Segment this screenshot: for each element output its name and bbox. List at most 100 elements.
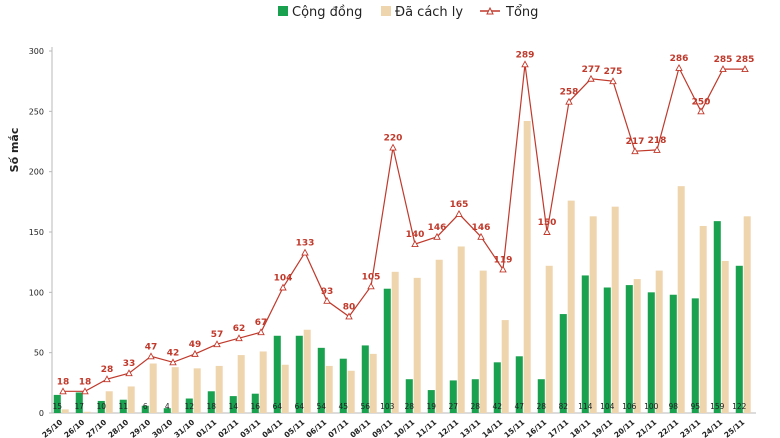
y-tick-label: 50 xyxy=(34,349,44,358)
bar-da-cach-ly xyxy=(127,386,135,413)
label-tong: 289 xyxy=(516,50,535,60)
label-tong: 165 xyxy=(450,200,469,210)
point-tong xyxy=(609,77,617,85)
bar-label-cong-dong: 64 xyxy=(295,402,305,411)
bar-label-cong-dong: 17 xyxy=(75,402,85,411)
point-tong xyxy=(191,349,199,357)
bar-da-cach-ly xyxy=(193,368,201,413)
point-tong xyxy=(367,282,375,290)
bar-cong-dong xyxy=(119,399,127,413)
bar-cong-dong xyxy=(75,392,83,413)
bar-label-cong-dong: 28 xyxy=(405,402,415,411)
bar-cong-dong xyxy=(669,294,677,413)
x-tick-label: 14/11 xyxy=(480,418,504,438)
point-tong xyxy=(719,65,727,73)
bar-label-cong-dong: 19 xyxy=(427,402,437,411)
point-tong xyxy=(433,232,441,240)
legend: Cộng đồng Đã cách ly Tổng xyxy=(278,5,538,20)
point-tong xyxy=(697,107,705,115)
point-tong xyxy=(499,265,507,273)
point-tong xyxy=(323,296,331,304)
label-tong: 42 xyxy=(167,348,180,358)
x-tick-label: 19/11 xyxy=(590,418,614,438)
x-tick-label: 05/11 xyxy=(282,418,306,438)
point-tong xyxy=(147,352,155,360)
line-tong xyxy=(63,64,745,392)
bar-da-cach-ly xyxy=(171,367,179,413)
x-tick-label: 23/11 xyxy=(678,418,702,438)
bar-da-cach-ly xyxy=(325,365,333,413)
bar-da-cach-ly xyxy=(149,363,157,413)
bar-cong-dong xyxy=(185,398,193,413)
point-tong xyxy=(103,375,111,383)
label-tong: 150 xyxy=(538,218,557,228)
label-tong: 218 xyxy=(648,136,667,146)
bar-da-cach-ly xyxy=(589,216,597,413)
x-tick-label: 22/11 xyxy=(656,418,680,438)
point-tong xyxy=(59,387,67,395)
x-tick-label: 25/10 xyxy=(40,418,64,438)
bar-da-cach-ly xyxy=(61,409,69,413)
x-tick-label: 11/11 xyxy=(414,418,438,438)
label-tong: 146 xyxy=(428,223,447,233)
x-tick-label: 26/10 xyxy=(62,418,86,438)
bar-da-cach-ly xyxy=(237,355,245,413)
x-tick-label: 15/11 xyxy=(502,418,526,438)
bar-da-cach-ly xyxy=(413,277,421,413)
bar-label-cong-dong: 27 xyxy=(449,402,459,411)
bar-cong-dong xyxy=(273,335,281,413)
legend-swatch-cong-dong xyxy=(278,6,288,16)
bar-da-cach-ly xyxy=(347,370,355,413)
bar-da-cach-ly xyxy=(677,186,685,413)
bar-label-cong-dong: 64 xyxy=(273,402,283,411)
x-tick-label: 12/11 xyxy=(436,418,460,438)
bar-label-cong-dong: 12 xyxy=(185,402,195,411)
label-tong: 33 xyxy=(123,359,136,369)
label-tong: 119 xyxy=(494,255,513,265)
bar-da-cach-ly xyxy=(479,270,487,413)
y-tick-label: 100 xyxy=(29,288,44,297)
bar-da-cach-ly xyxy=(611,206,619,413)
bar-cong-dong xyxy=(383,288,391,413)
label-tong: 47 xyxy=(145,342,158,352)
bar-da-cach-ly xyxy=(633,279,641,413)
label-tong: 217 xyxy=(626,137,645,147)
bar-da-cach-ly xyxy=(369,353,377,413)
bar-cong-dong xyxy=(559,314,567,413)
bar-da-cach-ly xyxy=(83,411,91,413)
x-tick-label: 10/11 xyxy=(392,418,416,438)
bar-label-cong-dong: 6 xyxy=(143,402,148,411)
point-tong xyxy=(543,228,551,235)
x-tick-label: 20/11 xyxy=(612,418,636,438)
bar-cong-dong xyxy=(691,298,699,413)
bar-cong-dong xyxy=(295,335,303,413)
label-tong: 28 xyxy=(101,365,114,375)
legend-label-da-cach-ly: Đã cách ly xyxy=(395,5,463,20)
point-tong xyxy=(301,248,309,256)
x-tick-label: 17/11 xyxy=(546,418,570,438)
bar-label-cong-dong: 114 xyxy=(578,402,593,411)
point-tong xyxy=(631,147,639,155)
bar-cong-dong xyxy=(405,379,413,413)
point-tong xyxy=(257,328,265,336)
label-tong: 250 xyxy=(692,97,711,107)
legend-swatch-da-cach-ly xyxy=(381,6,391,16)
bar-cong-dong xyxy=(53,394,61,413)
bar-cong-dong xyxy=(141,405,149,413)
bar-cong-dong xyxy=(713,221,721,413)
bar-label-cong-dong: 47 xyxy=(515,402,525,411)
bar-da-cach-ly xyxy=(281,364,289,413)
point-tong xyxy=(169,358,177,366)
legend-label-cong-dong: Cộng đồng xyxy=(292,5,362,20)
x-tick-label: 31/10 xyxy=(172,418,196,438)
point-tong xyxy=(389,143,397,151)
bar-label-cong-dong: 14 xyxy=(229,402,239,411)
label-tong: 93 xyxy=(321,287,334,297)
label-tong: 67 xyxy=(255,318,268,328)
label-tong: 277 xyxy=(582,65,601,75)
y-axis-label: Số mắc xyxy=(8,128,21,173)
bar-cong-dong xyxy=(207,391,215,413)
bar-da-cach-ly xyxy=(501,320,509,413)
bar-da-cach-ly xyxy=(303,329,311,413)
